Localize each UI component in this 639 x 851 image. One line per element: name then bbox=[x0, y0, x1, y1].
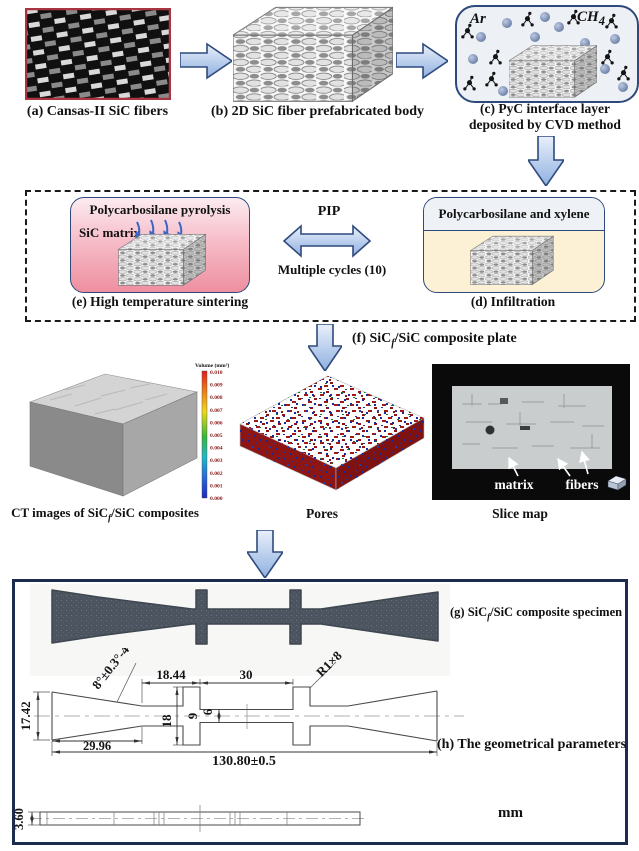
flow-arrow-down-2-icon bbox=[308, 324, 342, 371]
pyrolysis-title: Polycarbosilane pyrolysis bbox=[89, 202, 231, 217]
sic-matrix-label: SiC matrix bbox=[79, 225, 141, 240]
dimension-lines bbox=[36, 681, 437, 754]
fibers-annotation: fibers bbox=[566, 477, 599, 492]
svg-text:0.001: 0.001 bbox=[210, 483, 223, 489]
specimen-photo bbox=[30, 584, 450, 676]
side-view-strip: 3.60 bbox=[14, 805, 368, 832]
methane-label: CH4 bbox=[577, 9, 605, 28]
pores-caption: Pores bbox=[306, 506, 338, 521]
label-f: (f) SiCf/SiC composite plate bbox=[352, 331, 517, 349]
svg-text:0.002: 0.002 bbox=[210, 471, 223, 477]
slice-map-figure: matrix fibers bbox=[432, 364, 630, 500]
cvd-chamber-figure: Ar CH4 bbox=[455, 5, 639, 103]
cycles-label: Multiple cycles (10) bbox=[277, 262, 387, 277]
argon-atom-icon bbox=[468, 12, 628, 96]
pores-figure bbox=[239, 375, 425, 491]
annotation-arrows-icon bbox=[508, 450, 590, 477]
ct-block-figure bbox=[28, 373, 199, 497]
weave-stack-figure bbox=[233, 6, 393, 102]
label-b: (b) 2D SiC fiber prefabricated body bbox=[211, 104, 424, 119]
flow-arrow-right-1-icon bbox=[180, 42, 232, 80]
svg-text:0.010: 0.010 bbox=[210, 370, 223, 376]
volume-colorbar: Volume (mm³) 0.010 0.009 0.008 0.007 0.0… bbox=[195, 362, 229, 502]
dim-18: 18 bbox=[159, 714, 174, 728]
pip-double-arrow-icon bbox=[282, 224, 372, 258]
pore-speckle bbox=[240, 376, 424, 490]
polycarbosilane-title: Polycarbosilane and xylene bbox=[424, 198, 604, 231]
label-g: (g) SiCf/SiC composite specimen bbox=[450, 605, 623, 622]
svg-text:0.003: 0.003 bbox=[210, 458, 223, 464]
dim-total: 130.80±0.5 bbox=[212, 754, 276, 769]
flow-arrow-down-3-icon bbox=[247, 530, 283, 578]
svg-text:Volume (mm³): Volume (mm³) bbox=[195, 362, 229, 369]
sintering-figure: Polycarbosilane pyrolysis SiC matrix bbox=[70, 197, 250, 293]
label-e: (e) High temperature sintering bbox=[71, 294, 249, 309]
slice-map-art: matrix fibers bbox=[452, 386, 627, 492]
cvd-chamber-art bbox=[460, 9, 631, 98]
dim-18-44: 18.44 bbox=[156, 667, 186, 682]
argon-label: Ar bbox=[470, 11, 486, 27]
dim-radius: R1×8 bbox=[313, 648, 345, 680]
ct-caption: CT images of SiCf/SiC composites bbox=[11, 505, 199, 524]
slice-texture bbox=[462, 394, 604, 449]
sintered-cube bbox=[118, 234, 206, 286]
dim-17-42: 17.42 bbox=[18, 701, 33, 730]
fiber-photo bbox=[25, 8, 171, 100]
strip-section-lines bbox=[46, 805, 288, 832]
slice-caption: Slice map bbox=[492, 506, 548, 521]
flow-arrow-down-1-icon bbox=[528, 136, 564, 186]
pip-label: PIP bbox=[317, 204, 341, 219]
infiltration-art bbox=[470, 235, 554, 285]
geometry-drawing: 8°±0.3°-4 18.44 30 R1×8 17.42 9 18 6 29.… bbox=[18, 648, 464, 769]
svg-text:0.005: 0.005 bbox=[210, 433, 223, 439]
slice-dark-pore bbox=[485, 425, 495, 435]
dim-6: 6 bbox=[200, 708, 215, 715]
pip-cycle-box bbox=[25, 190, 636, 322]
infiltrated-cube bbox=[470, 235, 554, 285]
infiltration-figure: Polycarbosilane and xylene bbox=[423, 197, 605, 293]
label-d: (d) Infiltration bbox=[470, 294, 556, 309]
label-c-line2: deposited by CVD method bbox=[469, 117, 621, 132]
svg-text:0.000: 0.000 bbox=[210, 496, 223, 502]
svg-text:0.007: 0.007 bbox=[210, 408, 223, 414]
svg-text:0.004: 0.004 bbox=[210, 446, 223, 452]
flow-arrow-right-2-icon bbox=[396, 42, 448, 80]
ct-surface-texture bbox=[49, 383, 168, 415]
svg-text:0.008: 0.008 bbox=[210, 395, 223, 401]
dim-3-60: 3.60 bbox=[14, 808, 26, 830]
dim-angle: 8°±0.3°-4 bbox=[89, 648, 133, 692]
orientation-cube-icon bbox=[607, 475, 627, 491]
sintering-art bbox=[118, 219, 206, 286]
svg-text:0.009: 0.009 bbox=[210, 383, 223, 389]
dim-29-96: 29.96 bbox=[83, 739, 111, 753]
dim-30: 30 bbox=[240, 667, 253, 682]
svg-text:0.006: 0.006 bbox=[210, 420, 223, 426]
matrix-annotation: matrix bbox=[495, 477, 534, 492]
label-c-line1: (c) PyC interface layer bbox=[479, 101, 611, 116]
dim-9: 9 bbox=[185, 712, 200, 719]
unit-label: mm bbox=[498, 805, 523, 821]
coated-preform-cube bbox=[509, 45, 597, 98]
label-a: (a) Cansas-II SiC fibers bbox=[26, 104, 169, 119]
label-h: (h) The geometrical parameters bbox=[437, 737, 627, 752]
